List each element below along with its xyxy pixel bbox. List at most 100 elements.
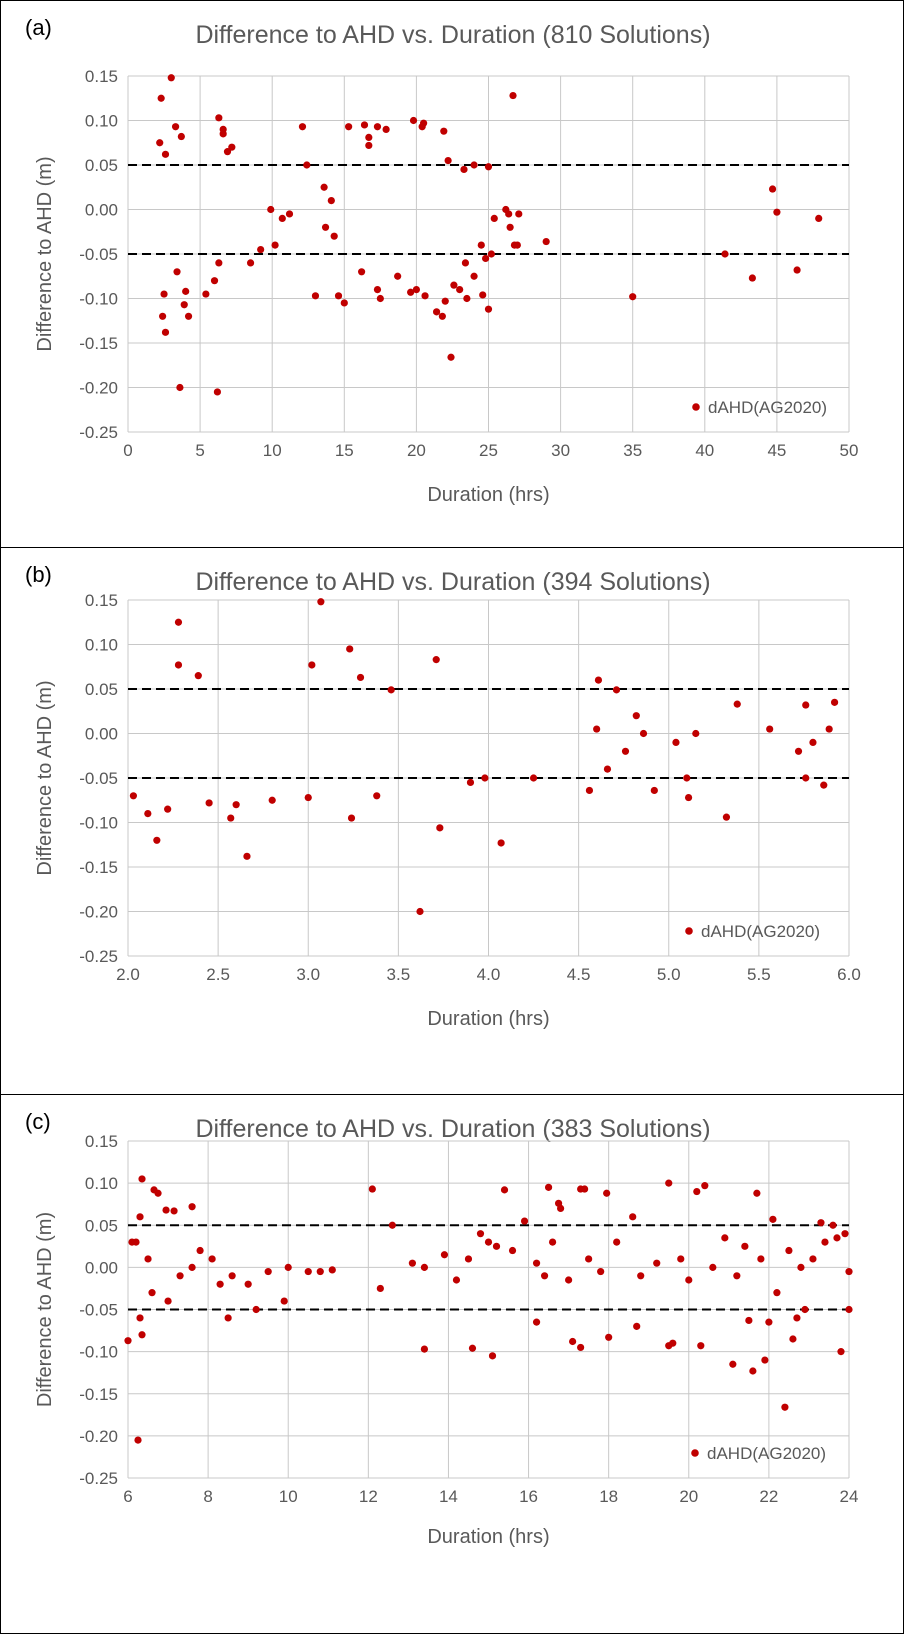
data-point: [479, 291, 487, 299]
data-point: [529, 774, 538, 782]
data-point: [365, 141, 373, 150]
data-point: [632, 712, 640, 720]
data-point: [773, 208, 781, 216]
data-point: [124, 1337, 132, 1345]
data-point: [482, 254, 490, 263]
data-point: [170, 1207, 178, 1215]
data-point: [188, 1263, 196, 1271]
data-point: [360, 121, 369, 129]
data-point: [432, 308, 441, 316]
data-point: [748, 274, 756, 282]
data-point: [532, 1318, 541, 1326]
data-point: [365, 133, 373, 142]
data-point: [215, 259, 223, 267]
data-point: [412, 286, 420, 294]
data-point: [223, 148, 232, 156]
data-point: [228, 143, 236, 151]
y-axis-title: Difference to AHD (m): [34, 156, 56, 351]
x-axis-title: Duration (hrs): [427, 1008, 549, 1030]
data-point: [603, 1189, 611, 1197]
data-point: [841, 1230, 849, 1238]
data-point: [460, 165, 468, 174]
x-tick-label: 20: [679, 1487, 698, 1506]
data-point: [176, 1272, 184, 1280]
x-tick-label: 3.0: [296, 965, 320, 984]
data-point: [160, 290, 168, 298]
data-point: [171, 123, 180, 131]
chart-panel-c: (c) Difference to AHD vs. Duration (383 …: [0, 1094, 904, 1634]
data-point: [450, 281, 458, 289]
data-point: [801, 1305, 809, 1314]
data-point: [845, 1305, 853, 1314]
data-point: [311, 292, 320, 300]
data-point: [373, 792, 381, 800]
x-tick-label: 10: [263, 441, 282, 460]
x-tick-label: 35: [623, 441, 642, 460]
x-tick-label: 12: [359, 1487, 378, 1506]
data-point: [246, 259, 255, 267]
data-point: [213, 388, 222, 396]
data-point: [488, 1352, 497, 1360]
data-point: [817, 1219, 825, 1227]
data-point: [227, 814, 235, 822]
data-point: [815, 214, 823, 222]
y-tick-label: 0.00: [85, 725, 118, 744]
data-point: [441, 297, 449, 305]
panel-label: (b): [25, 562, 52, 587]
data-point: [765, 1318, 773, 1326]
data-point: [470, 272, 478, 280]
data-point: [136, 1213, 144, 1221]
x-tick-label: 3.5: [387, 965, 411, 984]
x-tick-label: 5: [195, 441, 204, 460]
data-point: [785, 1246, 793, 1255]
data-point: [612, 686, 621, 694]
data-point: [683, 774, 691, 782]
data-point: [387, 686, 395, 694]
data-point: [484, 1238, 493, 1246]
y-tick-label: 0.00: [85, 1258, 118, 1277]
data-point: [721, 250, 729, 258]
data-point: [461, 259, 470, 267]
data-point: [766, 725, 774, 733]
data-point: [506, 223, 514, 231]
data-point: [757, 1255, 765, 1263]
data-point: [440, 1251, 449, 1259]
x-tick-label: 16: [519, 1487, 538, 1506]
data-point: [733, 700, 741, 708]
data-point: [605, 1333, 613, 1341]
data-point: [492, 1242, 501, 1250]
data-point: [376, 294, 384, 303]
data-point: [490, 214, 498, 222]
y-tick-label: -0.15: [79, 858, 118, 877]
data-point: [768, 185, 777, 193]
data-point: [729, 1360, 737, 1368]
x-axis-title: Duration (hrs): [427, 484, 549, 506]
x-tick-label: 30: [551, 441, 570, 460]
data-point: [753, 1189, 761, 1197]
y-tick-label: 0.15: [85, 67, 118, 86]
data-point: [345, 123, 353, 131]
y-tick-label: -0.10: [79, 290, 118, 309]
data-point: [621, 747, 630, 755]
data-point: [303, 161, 311, 169]
data-point: [677, 1255, 685, 1263]
data-point: [548, 1238, 557, 1246]
y-tick-label: 0.10: [85, 636, 118, 655]
y-axis-title: Difference to AHD (m): [34, 1212, 56, 1407]
y-tick-label: -0.05: [79, 245, 118, 264]
y-tick-label: -0.15: [79, 1385, 118, 1404]
data-point: [463, 294, 471, 303]
data-point: [466, 778, 475, 787]
x-tick-label: 6.0: [837, 965, 861, 984]
legend-marker: [691, 1449, 699, 1457]
data-point: [144, 810, 152, 818]
data-point: [544, 1183, 553, 1191]
data-point: [797, 1263, 805, 1271]
data-point: [327, 197, 335, 205]
data-point: [603, 765, 612, 773]
data-point: [328, 1266, 336, 1274]
data-point: [409, 116, 418, 125]
data-point: [837, 1348, 845, 1356]
data-point: [159, 312, 167, 320]
data-point: [721, 1234, 729, 1242]
